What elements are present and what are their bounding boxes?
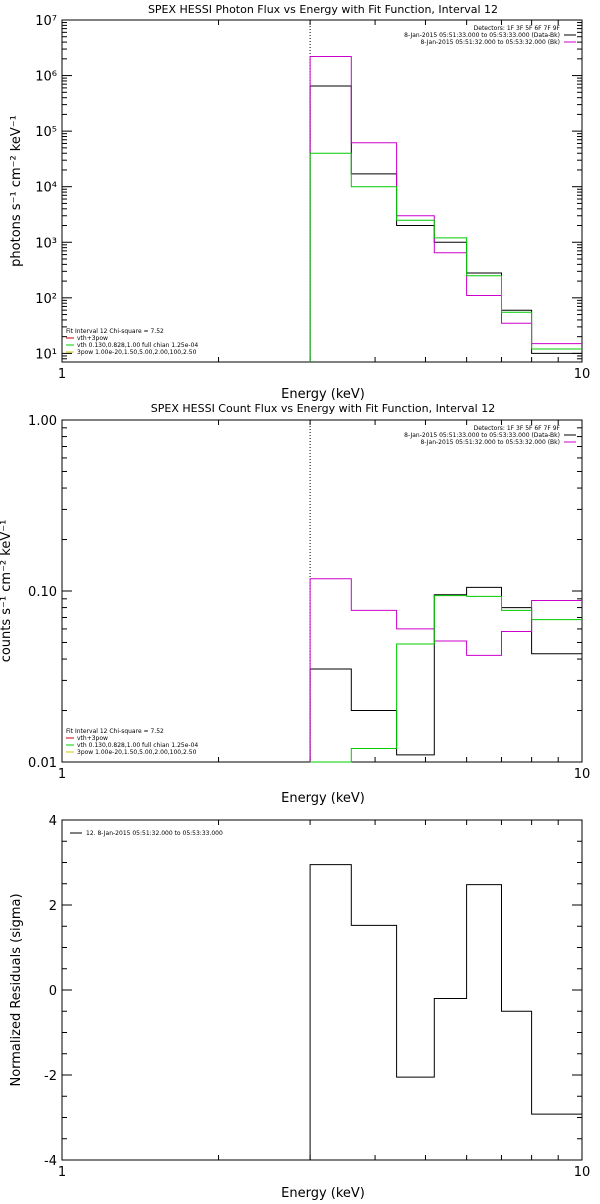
x-tick-label: 1 xyxy=(58,367,66,382)
legend-entry: vth+3pow xyxy=(77,335,108,342)
y-tick-label: 2 xyxy=(49,899,57,914)
legend-entry: 8-Jan-2015 05:51:33.000 to 05:53:33.000 … xyxy=(404,32,560,39)
y-axis: -4 -2 0 2 4 xyxy=(44,814,582,1169)
y-tick-label: 10³ xyxy=(35,236,57,251)
x-tick-label: 10 xyxy=(574,1165,591,1180)
legend-entry: Fit Interval 12 Chi-square = 7.52 xyxy=(66,728,164,735)
legend-entry: 12. 8-Jan-2015 05:51:32.000 to 05:53:33.… xyxy=(86,830,223,837)
count-flux-panel: SPEX HESSI Count Flux vs Energy with Fit… xyxy=(0,402,590,806)
series-0-step-line xyxy=(309,586,582,762)
y-axis: 0.01 0.10 1.00 xyxy=(28,414,582,771)
y-tick-label: 10¹ xyxy=(35,347,57,362)
plot-frame xyxy=(61,419,583,763)
legend-bottom-left: Fit Interval 12 Chi-square = 7.52vth+3po… xyxy=(66,328,198,356)
y-axis-label: counts s⁻¹ cm⁻² keV⁻¹ xyxy=(0,520,14,663)
legend-bottom-left: Fit Interval 12 Chi-square = 7.52vth+3po… xyxy=(66,728,198,756)
legend-top-right: Detectors: 1F 3F 5F 6F 7F 9F8-Jan-2015 0… xyxy=(404,25,576,46)
y-tick-label: 10⁷ xyxy=(35,14,57,29)
y-tick-label: 0.10 xyxy=(28,585,57,600)
y-tick-label: 10⁴ xyxy=(35,181,57,196)
legend-top-left: 12. 8-Jan-2015 05:51:32.000 to 05:53:33.… xyxy=(70,830,223,837)
x-axis-label: Energy (keV) xyxy=(281,1186,365,1200)
y-tick-label: -4 xyxy=(44,1154,57,1169)
x-tick-label: 10 xyxy=(574,767,591,782)
x-axis: 1 10 xyxy=(58,820,590,1180)
y-tick-label: 10⁶ xyxy=(35,70,57,85)
chart-title: SPEX HESSI Count Flux vs Energy with Fit… xyxy=(151,402,495,415)
y-tick-label: 1.00 xyxy=(28,414,57,429)
plot-frame xyxy=(61,819,583,1161)
y-axis: 10¹ 10² 10³ 10⁴ 10⁵ 10⁶ 10⁷ xyxy=(35,14,582,363)
y-axis-label: Normalized Residuals (sigma) xyxy=(9,893,24,1086)
x-axis-label: Energy (keV) xyxy=(281,791,365,806)
y-tick-label: 0.01 xyxy=(28,756,57,771)
series-2-step-line xyxy=(309,152,582,362)
legend-entry: 8-Jan-2015 05:51:33.000 to 05:53:33.000 … xyxy=(404,432,560,439)
x-tick-label: 10 xyxy=(574,367,591,382)
series-group xyxy=(309,864,582,1160)
legend-entry: 8-Jan-2015 05:51:32.000 to 05:53:32.000 … xyxy=(420,439,560,446)
photon-flux-panel: SPEX HESSI Photon Flux vs Energy with Fi… xyxy=(9,3,590,402)
y-tick-label: -2 xyxy=(44,1069,57,1084)
series-0-step-line xyxy=(309,864,582,1160)
series-1-step-line xyxy=(309,56,582,362)
legend-entry: vth 0.130,0.828,1.00 full chian 1.25e-04 xyxy=(77,342,198,349)
legend-entry: vth 0.130,0.828,1.00 full chian 1.25e-04 xyxy=(77,742,198,749)
y-tick-label: 0 xyxy=(49,984,57,999)
y-tick-label: 10² xyxy=(35,292,57,307)
legend-entry: Detectors: 1F 3F 5F 6F 7F 9F xyxy=(474,25,561,32)
legend-entry: 3pow 1.00e-20,1.50,5.00,2.00,100,2.50 xyxy=(77,349,197,356)
legend-entry: 8-Jan-2015 05:51:32.000 to 05:53:32.000 … xyxy=(420,39,560,46)
legend-top-right: Detectors: 1F 3F 5F 6F 7F 9F8-Jan-2015 0… xyxy=(404,425,576,446)
legend-entry: Detectors: 1F 3F 5F 6F 7F 9F xyxy=(474,425,561,432)
residuals-panel: -4 -2 0 2 4 1 10 Energy (keV) Normalized Resi… xyxy=(9,814,590,1201)
legend-entry: vth+3pow xyxy=(77,735,108,742)
x-axis-label: Energy (keV) xyxy=(281,387,365,402)
x-tick-label: 1 xyxy=(58,1165,66,1180)
x-tick-label: 1 xyxy=(58,767,66,782)
series-group xyxy=(309,578,582,763)
series-group xyxy=(309,56,582,362)
legend-entry: Fit Interval 12 Chi-square = 7.52 xyxy=(66,328,164,335)
x-axis: 1 10 xyxy=(58,420,590,782)
chart-title: SPEX HESSI Photon Flux vs Energy with Fi… xyxy=(148,3,498,16)
series-2-step-line xyxy=(310,595,582,763)
legend-entry: 3pow 1.00e-20,1.50,5.00,2.00,100,2.50 xyxy=(77,749,197,756)
plot-frame xyxy=(61,19,583,363)
y-tick-label: 10⁵ xyxy=(35,125,57,140)
y-tick-label: 4 xyxy=(49,814,57,829)
y-axis-label: photons s⁻¹ cm⁻² keV⁻¹ xyxy=(9,115,24,267)
